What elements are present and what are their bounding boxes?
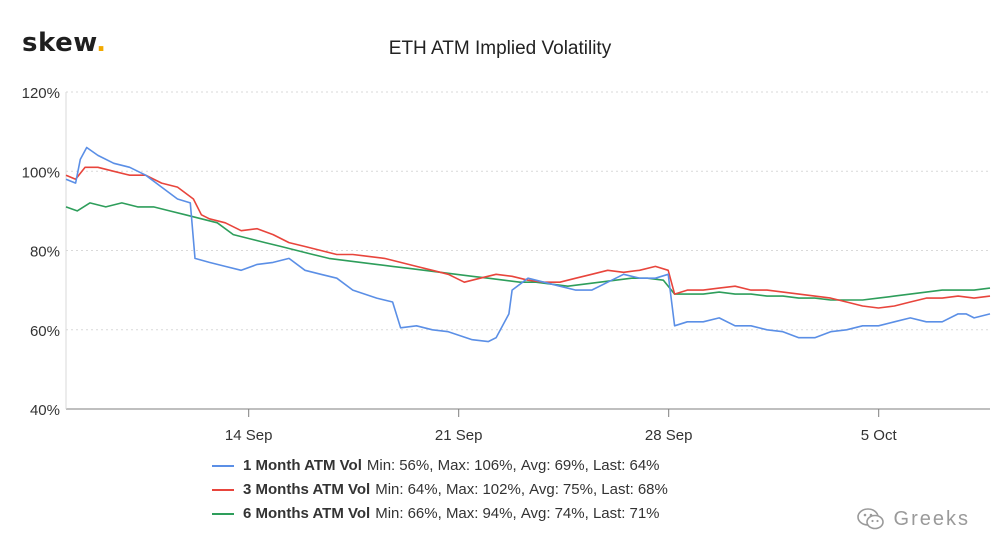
- stat-avg: 69%,: [554, 457, 589, 474]
- legend-item-1m[interactable]: 1 Month ATM Vol Min: 56%, Max: 106%, Avg: 6…: [212, 454, 668, 478]
- x-tick-label: 14 Sep: [225, 427, 273, 444]
- stat-max-label: Max:: [437, 457, 471, 474]
- y-tick-label: 120%: [22, 85, 60, 102]
- stat-min-label: Min:: [375, 505, 404, 522]
- legend-swatch-6m: [212, 513, 234, 515]
- chart-title: ETH ATM Implied Volatility: [388, 38, 612, 59]
- stat-max: 94%,: [482, 505, 517, 522]
- legend-item-6m[interactable]: 6 Months ATM Vol Min: 66%, Max: 94%, Avg: 7…: [212, 502, 668, 526]
- wechat-icon: [856, 508, 884, 530]
- stat-min-label: Min:: [366, 457, 396, 474]
- stat-last: 64%: [629, 457, 660, 474]
- stat-min: 66%,: [407, 505, 442, 522]
- series-line: [65, 166, 991, 309]
- stat-max: 102%,: [482, 481, 525, 498]
- stat-min: 64%,: [407, 481, 442, 498]
- y-tick-label: 40%: [30, 402, 60, 419]
- brand-logo: skew.: [22, 28, 106, 58]
- stat-last: 71%: [629, 505, 660, 522]
- stat-avg-label: Avg:: [520, 505, 551, 522]
- stat-max-label: Max:: [445, 505, 479, 522]
- x-tick-label: 28 Sep: [645, 427, 693, 444]
- brand-name: skew: [22, 28, 97, 58]
- series-line: [65, 146, 991, 343]
- legend-label-1m: 1 Month ATM Vol: [243, 457, 362, 474]
- stat-avg: 74%,: [554, 505, 589, 522]
- series-line: [65, 202, 991, 301]
- stat-last-label: Last:: [601, 481, 634, 498]
- stat-avg-label: Avg:: [520, 457, 551, 474]
- stat-last-label: Last:: [592, 505, 626, 522]
- stat-max: 106%,: [474, 457, 517, 474]
- legend-label-3m: 3 Months ATM Vol: [243, 481, 371, 498]
- y-tick-label: 100%: [22, 164, 60, 181]
- stat-min: 56%,: [399, 457, 434, 474]
- legend-label-6m: 6 Months ATM Vol: [243, 505, 371, 522]
- stat-last: 68%: [637, 481, 668, 498]
- stat-avg: 75%,: [562, 481, 598, 498]
- watermark-text: Greeks: [893, 507, 970, 530]
- x-tick-label: 5 Oct: [861, 427, 898, 444]
- stat-last-label: Last:: [592, 457, 626, 474]
- y-tick-label: 80%: [30, 244, 60, 261]
- stat-max-label: Max:: [445, 481, 479, 498]
- x-tick-label: 21 Sep: [435, 427, 483, 444]
- stat-avg-label: Avg:: [529, 481, 559, 498]
- legend-swatch-3m: [212, 489, 234, 491]
- y-tick-label: 60%: [30, 323, 60, 340]
- legend-item-3m[interactable]: 3 Months ATM Vol Min: 64%, Max: 102%, Avg:…: [212, 478, 668, 502]
- watermark: Greeks: [856, 506, 970, 532]
- chart-legend: 1 Month ATM Vol Min: 56%, Max: 106%, Avg: 6…: [212, 454, 668, 526]
- legend-swatch-1m: [212, 465, 234, 467]
- stat-min-label: Min:: [375, 481, 404, 498]
- brand-dot: .: [96, 28, 107, 58]
